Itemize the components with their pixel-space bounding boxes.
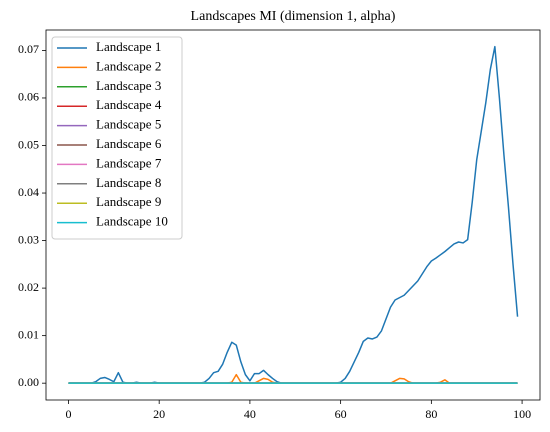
y-tick-label: 0.04 bbox=[18, 185, 39, 199]
legend-label: Landscape 1 bbox=[96, 39, 161, 54]
legend-label: Landscape 5 bbox=[96, 117, 161, 132]
x-tick-label: 60 bbox=[335, 407, 347, 421]
legend-label: Landscape 2 bbox=[96, 58, 161, 73]
x-tick-label: 80 bbox=[425, 407, 437, 421]
legend-label: Landscape 3 bbox=[96, 78, 161, 93]
legend-label: Landscape 8 bbox=[96, 175, 161, 190]
y-tick-label: 0.01 bbox=[18, 327, 39, 341]
y-tick-label: 0.07 bbox=[18, 42, 39, 56]
y-tick-label: 0.02 bbox=[18, 280, 39, 294]
x-tick-label: 0 bbox=[65, 407, 71, 421]
legend-label: Landscape 9 bbox=[96, 194, 161, 209]
y-tick-label: 0.00 bbox=[18, 375, 39, 389]
y-tick-label: 0.05 bbox=[18, 137, 39, 151]
legend-label: Landscape 10 bbox=[96, 214, 168, 229]
plot-frame bbox=[45, 29, 541, 401]
y-tick-label: 0.06 bbox=[18, 90, 39, 104]
y-tick-label: 0.03 bbox=[18, 232, 39, 246]
x-tick-label: 20 bbox=[153, 407, 165, 421]
chart-title: Landscapes MI (dimension 1, alpha) bbox=[191, 9, 396, 24]
x-tick-label: 100 bbox=[513, 407, 531, 421]
x-tick-label: 40 bbox=[244, 407, 256, 421]
legend-label: Landscape 4 bbox=[96, 97, 162, 112]
legend-label: Landscape 7 bbox=[96, 155, 162, 170]
legend-label: Landscape 6 bbox=[96, 136, 162, 151]
